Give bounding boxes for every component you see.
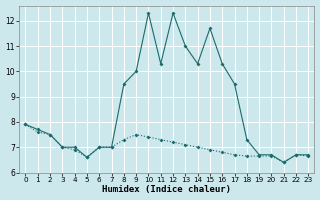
X-axis label: Humidex (Indice chaleur): Humidex (Indice chaleur): [102, 185, 231, 194]
